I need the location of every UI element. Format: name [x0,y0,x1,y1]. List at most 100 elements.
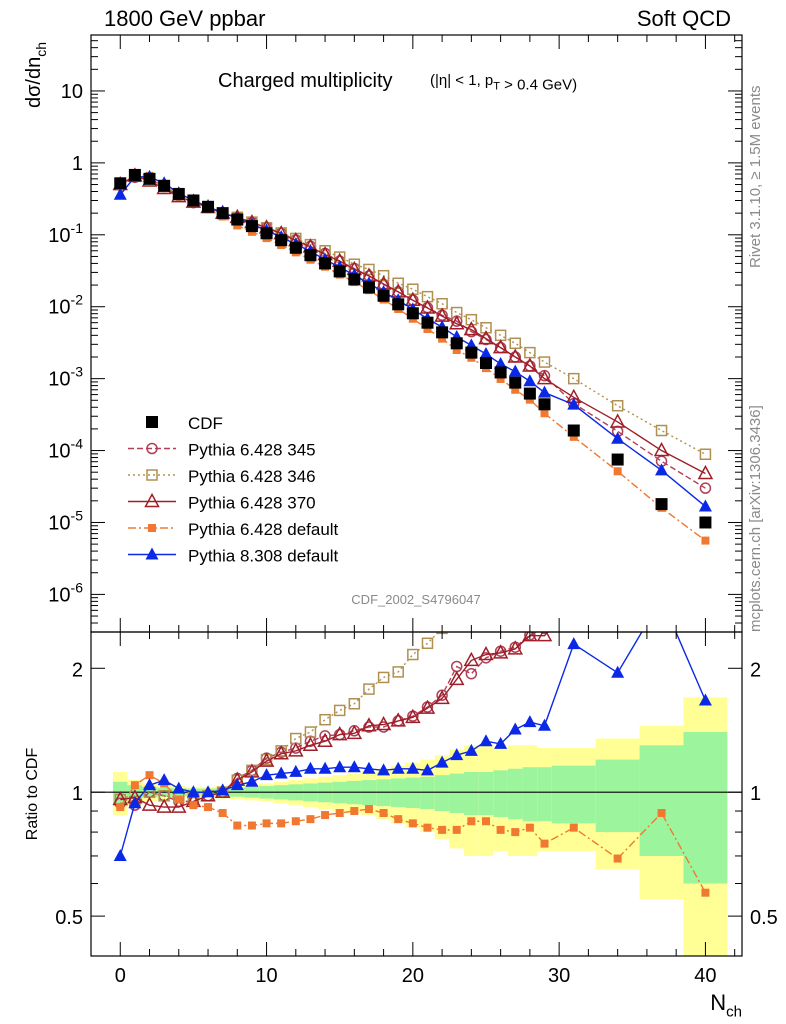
ratio-xtick-label: 20 [402,965,424,987]
ratio-point-series-4 [435,755,449,768]
plot-title-cuts: (|η| < 1, pT > 0.4 GeV) [430,72,577,94]
legend-item: Pythia 6.428 default [128,520,339,539]
main-point-cdf [479,356,492,369]
ratio-xtick-label: 0 [115,965,126,987]
main-point-series-3 [452,346,461,355]
main-point-cdf [319,257,332,270]
ratio-point-series-1 [510,568,520,578]
ratio-point-series-0 [540,632,549,635]
ratio-point-series-2 [492,644,509,659]
main-point-series-1 [363,263,375,276]
main-ytick-label: 10-4 [48,436,83,463]
ratio-point-series-4 [333,760,347,773]
ratio-point-series-3 [423,823,432,832]
band-inner [683,732,728,884]
ratio-point-series-4 [347,760,361,773]
ratio-point-series-2 [478,645,494,661]
ratio-point-series-2 [331,726,348,741]
ratio-ytick-label-right: 1 [750,783,761,805]
ratio-point-series-3 [438,825,447,834]
band-inner [639,745,684,856]
ratio-point-series-2 [611,572,624,584]
ratio-point-series-3 [613,854,622,863]
ratio-point-series-3 [511,828,520,837]
main-point-cdf [494,366,507,379]
ratio-point-series-0 [700,591,710,601]
ratio-point-series-2 [317,732,333,747]
ratio-point-series-3 [452,825,461,834]
ratio-point-series-2 [156,798,172,813]
ratio-point-series-4 [216,783,230,796]
ratio-point-series-1 [392,666,404,678]
main-point-series-4 [567,397,581,410]
main-point-cdf [348,273,361,286]
band-inner [405,777,421,809]
main-point-cdf [289,241,302,254]
legend-label: Pythia 6.428 370 [188,494,316,513]
ratio-point-series-4 [420,763,434,776]
ratio-point-series-2 [361,717,377,732]
main-point-series-2 [522,357,538,372]
band-inner [537,767,552,822]
main-point-cdf [699,516,712,529]
ratio-point-series-4 [450,748,464,761]
main-point-cdf [377,289,390,302]
main-point-cdf [406,307,419,320]
ratio-point-series-2 [434,689,450,705]
main-point-cdf [611,453,624,466]
main-point-series-3 [525,395,534,404]
ratio-point-series-1 [363,683,375,695]
ratio-ytick-label: 2 [72,659,83,681]
legend-label: Pythia 6.428 default [188,520,339,539]
legend-item: Pythia 6.428 345 [128,441,316,460]
ratio-point-series-1 [540,549,550,559]
main-point-series-3 [569,432,578,441]
header-left: 1800 GeV ppbar [104,6,266,31]
ratio-point-series-4 [377,763,391,776]
ratio-point-series-2 [346,724,363,740]
main-point-series-4 [479,347,493,360]
main-point-cdf [465,346,478,359]
ratio-point-series-4 [143,778,157,791]
legend: CDF Pythia 6.428 345 Pythia 6.428 346 Pythi… [128,414,339,566]
main-point-cdf [143,172,156,185]
ratio-point-series-3 [145,771,154,780]
main-point-series-1 [538,356,551,368]
legend-label: Pythia 6.428 346 [188,467,316,486]
band-inner [507,768,523,820]
ratio-point-series-4 [113,848,127,861]
band-inner [522,767,538,822]
legend-marker [146,442,158,455]
ratio-point-series-3 [335,809,344,818]
main-point-cdf [172,187,185,200]
ratio-point-series-4 [567,637,581,650]
ratio-point-series-3 [379,809,388,818]
mcplots-label: mcplots.cern.ch [arXiv:1306.3436] [747,405,764,632]
ratio-point-series-2 [463,651,480,667]
main-ytick-label: 10-6 [48,579,83,606]
main-ytick-label: 10-5 [48,507,83,534]
ratio-point-series-2 [273,745,289,760]
main-point-series-2 [492,339,509,354]
main-point-series-2 [507,348,524,363]
ratio-point-series-2 [522,632,538,642]
band-inner [493,770,508,818]
ratio-point-series-1 [333,704,346,717]
main-ytick-label: 10 [61,81,83,103]
ratio-point-series-3 [174,795,183,804]
ratio-point-series-2 [390,712,406,727]
main-point-cdf [362,281,375,294]
main-point-series-3 [540,409,549,418]
x-axis-label: Nch [710,990,742,1021]
ratio-point-series-2 [655,477,668,489]
ratio-point-series-1 [481,585,491,595]
ratio-point-series-4 [523,715,537,728]
main-point-series-4 [523,374,537,387]
ratio-point-series-4 [230,778,244,791]
ratio-point-series-1 [525,558,535,568]
ratio-point-series-3 [247,821,256,830]
ratio-point-series-3 [657,809,666,818]
main-point-cdf [304,249,317,262]
